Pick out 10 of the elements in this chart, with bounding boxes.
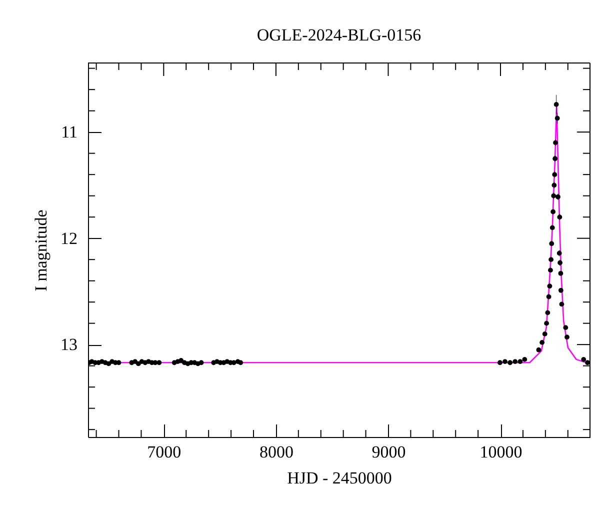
y-tick-label: 13 [60, 335, 78, 354]
x-tick-label: 7000 [147, 442, 182, 462]
x-tick-label: 10000 [480, 442, 522, 462]
y-tick-label: 12 [60, 228, 78, 248]
y-axis-title: I magnitude [32, 210, 50, 292]
x-tick-label: 9000 [372, 442, 406, 462]
x-axis-title: HJD - 2450000 [287, 468, 392, 488]
x-tick-label: 8000 [259, 442, 294, 462]
chart-title: OGLE-2024-BLG-0156 [256, 26, 422, 44]
y-tick-label: 11 [61, 122, 78, 142]
